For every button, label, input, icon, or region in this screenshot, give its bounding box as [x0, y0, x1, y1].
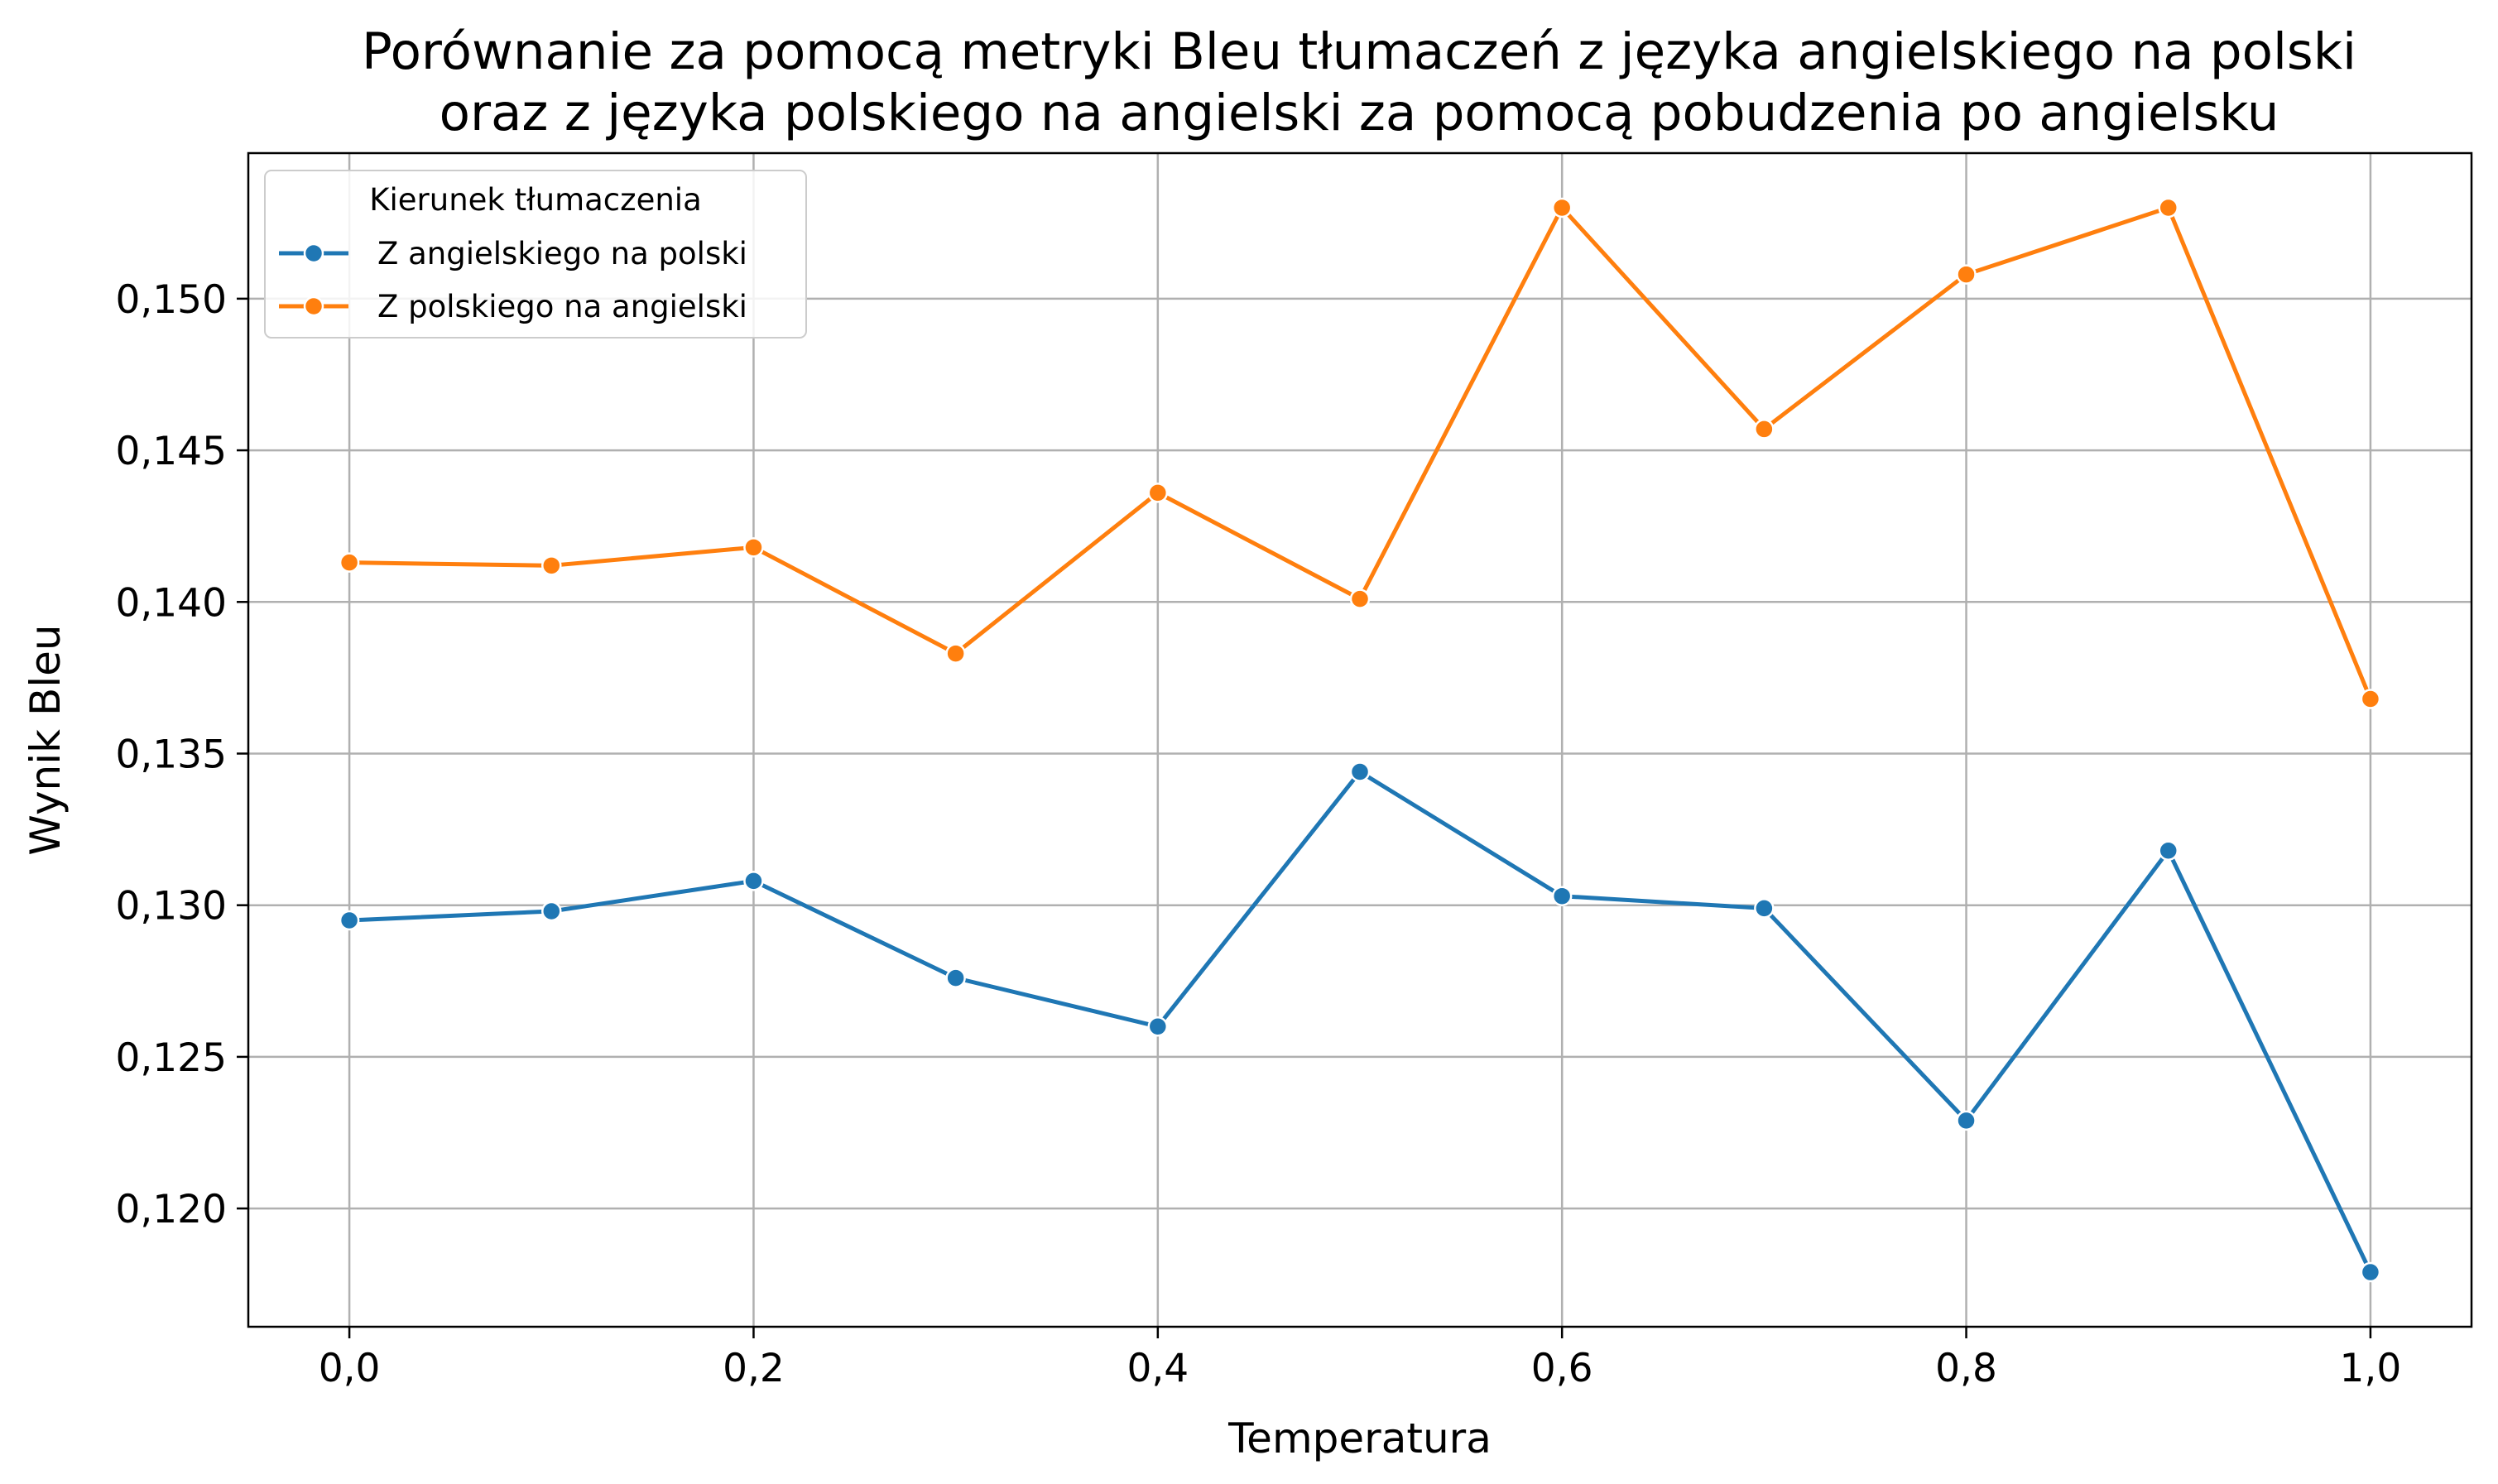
data-point — [1147, 483, 1169, 503]
data-point — [1551, 886, 1573, 906]
x-tick-label: 0,8 — [1935, 1346, 1997, 1391]
legend-label: Z polskiego na angielski — [377, 289, 747, 324]
data-point — [339, 552, 360, 573]
data-point — [2158, 197, 2179, 219]
legend-marker — [303, 295, 324, 317]
data-point — [945, 968, 966, 988]
y-tick-label: 0,120 — [115, 1187, 227, 1232]
series-layer — [339, 197, 2381, 1283]
data-point — [1754, 898, 1775, 919]
legend-entries: Z angielskiego na polski Z polskiego na a… — [279, 236, 747, 324]
y-tick-label: 0,140 — [115, 580, 227, 626]
x-tick-label: 1,0 — [2340, 1346, 2402, 1391]
chart-title-line-1: Porównanie za pomocą metryki Bleu tłumac… — [362, 22, 2356, 81]
x-tick-label: 0,2 — [723, 1346, 785, 1391]
axis-ticks: 0,0 0,2 0,4 0,6 0,8 1,0 0,120 0,125 0,130 0,135 0,… — [115, 277, 2401, 1391]
data-point — [945, 643, 966, 664]
legend-title: Kierunek tłumaczenia — [369, 182, 702, 218]
legend-marker — [303, 243, 324, 264]
chart-title-line-2: oraz z języka polskiego na angielski za … — [440, 84, 2279, 142]
x-tick-label: 0,4 — [1127, 1346, 1189, 1391]
y-tick-label: 0,145 — [115, 429, 227, 474]
data-point — [541, 555, 562, 576]
y-axis-label: Wynik Bleu — [22, 624, 70, 855]
data-point — [1551, 197, 1573, 219]
data-point — [541, 900, 562, 922]
data-point — [2360, 1261, 2381, 1283]
data-point — [1956, 1110, 1977, 1131]
series-1 — [339, 761, 2381, 1283]
data-point — [1956, 264, 1977, 285]
legend-frame — [264, 170, 807, 339]
y-tick-label: 0,135 — [115, 732, 227, 777]
plot-frame — [247, 151, 2473, 1328]
data-point — [339, 910, 360, 931]
data-point — [743, 537, 764, 558]
legend-label: Z angielskiego na polski — [377, 236, 747, 271]
data-point — [1349, 588, 1371, 609]
series-2 — [339, 197, 2381, 709]
y-tick-label: 0,130 — [115, 884, 227, 929]
legend-entry: Z angielskiego na polski — [279, 236, 747, 271]
x-tick-label: 0,6 — [1531, 1346, 1593, 1391]
data-point — [1754, 419, 1775, 439]
legend-entry: Z polskiego na angielski — [279, 289, 747, 324]
legend: Kierunek tłumaczenia Z angielskiego na p… — [264, 170, 807, 339]
data-point — [2158, 840, 2179, 861]
y-tick-label: 0,125 — [115, 1035, 227, 1081]
x-axis-label: Temperatura — [1227, 1414, 1492, 1462]
y-tick-label: 0,150 — [115, 277, 227, 323]
data-point — [743, 871, 764, 891]
data-point — [1147, 1016, 1169, 1037]
data-point — [2360, 689, 2381, 709]
data-point — [1349, 761, 1371, 782]
x-tick-label: 0,0 — [319, 1346, 381, 1391]
